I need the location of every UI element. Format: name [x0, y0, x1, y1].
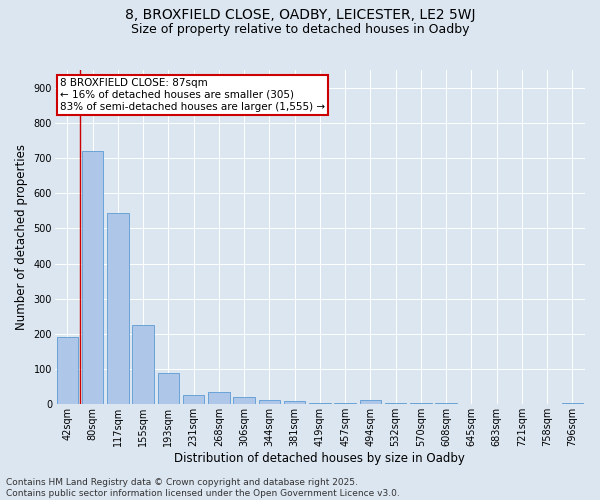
- Bar: [334, 402, 356, 404]
- Bar: [82, 151, 103, 405]
- Bar: [284, 402, 305, 404]
- Bar: [233, 396, 255, 404]
- Text: 8 BROXFIELD CLOSE: 87sqm
← 16% of detached houses are smaller (305)
83% of semi-: 8 BROXFIELD CLOSE: 87sqm ← 16% of detach…: [60, 78, 325, 112]
- Bar: [562, 402, 583, 404]
- Bar: [107, 212, 128, 404]
- Bar: [410, 402, 431, 404]
- Bar: [133, 325, 154, 404]
- Text: Size of property relative to detached houses in Oadby: Size of property relative to detached ho…: [131, 22, 469, 36]
- Bar: [436, 402, 457, 404]
- Bar: [309, 402, 331, 404]
- Bar: [259, 400, 280, 404]
- Text: Contains HM Land Registry data © Crown copyright and database right 2025.
Contai: Contains HM Land Registry data © Crown c…: [6, 478, 400, 498]
- Y-axis label: Number of detached properties: Number of detached properties: [15, 144, 28, 330]
- Bar: [57, 338, 78, 404]
- Bar: [359, 400, 381, 404]
- Text: 8, BROXFIELD CLOSE, OADBY, LEICESTER, LE2 5WJ: 8, BROXFIELD CLOSE, OADBY, LEICESTER, LE…: [125, 8, 475, 22]
- Bar: [385, 402, 406, 404]
- Bar: [183, 396, 205, 404]
- Bar: [158, 372, 179, 404]
- X-axis label: Distribution of detached houses by size in Oadby: Distribution of detached houses by size …: [175, 452, 466, 465]
- Bar: [208, 392, 230, 404]
